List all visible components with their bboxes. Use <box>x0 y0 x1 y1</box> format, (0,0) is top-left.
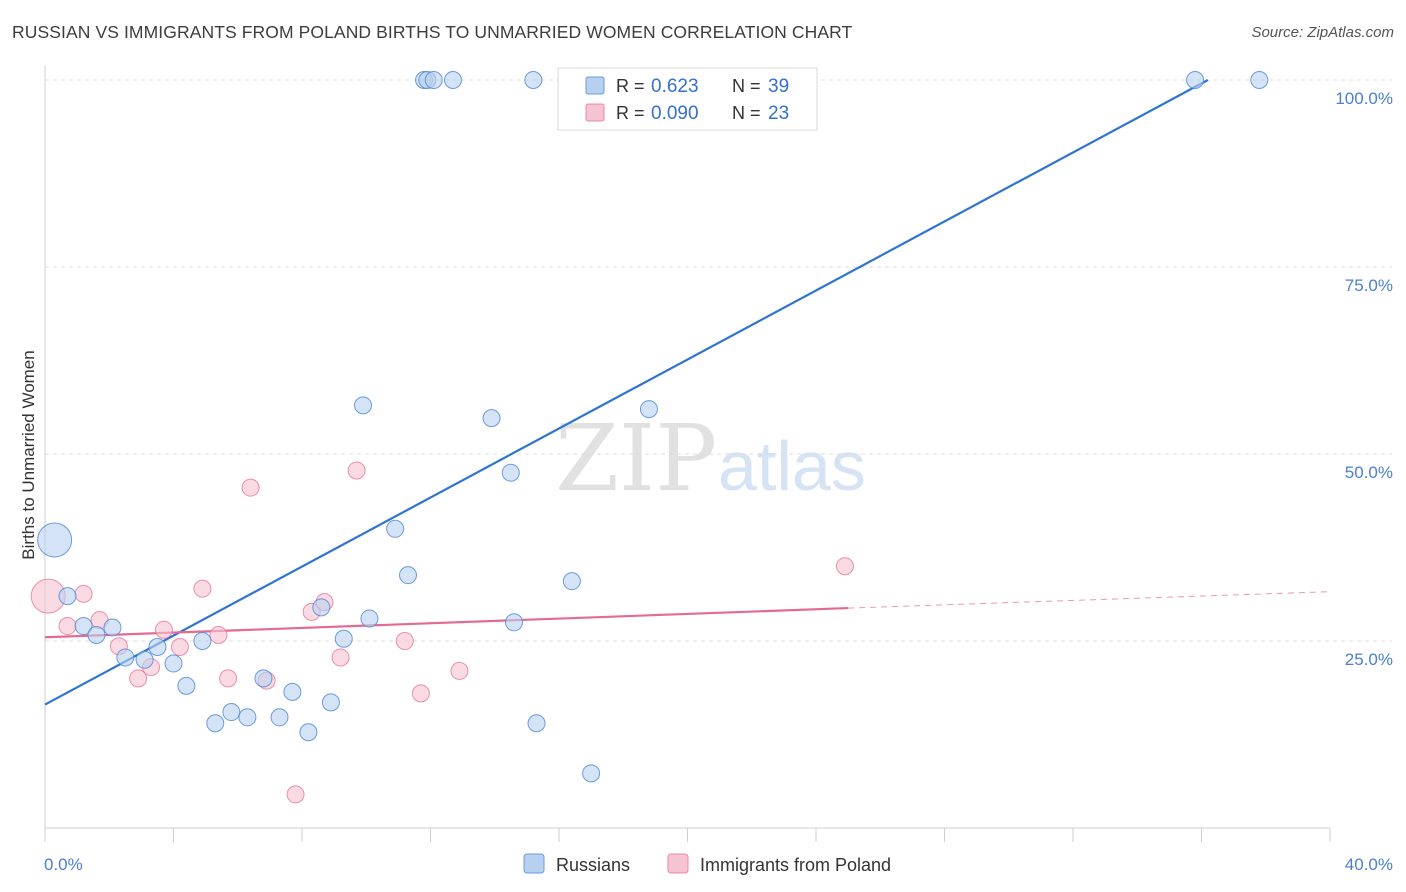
y-tick-label-1: 50.0% <box>1345 463 1393 482</box>
point-russians-19 <box>321 693 340 712</box>
stats-legend: R = 0.623 N = 39 R = 0.090 N = 23 <box>557 67 818 131</box>
point-russians-15 <box>270 708 289 727</box>
axes <box>44 66 1331 842</box>
grid-lines <box>45 79 1392 642</box>
point-poland-2 <box>74 584 93 603</box>
point-russians-33 <box>505 613 524 632</box>
legend-swatch-russians <box>523 853 545 874</box>
stats-swatch-poland <box>585 103 605 122</box>
point-poland-5 <box>129 669 148 688</box>
point-russians-27 <box>424 71 443 89</box>
point-poland-18 <box>347 461 366 480</box>
stats-r-label-1: R = <box>616 76 645 96</box>
point-russians-28 <box>443 71 462 89</box>
point-russians-1 <box>58 587 77 606</box>
point-poland-19 <box>395 632 414 650</box>
trend-line-poland-extension <box>848 591 1331 609</box>
point-poland-21 <box>450 661 469 680</box>
point-russians-8 <box>164 654 183 673</box>
stats-n-label-2: N = <box>732 103 761 123</box>
point-russians-17 <box>299 723 318 742</box>
point-russians-24 <box>399 566 418 585</box>
point-russians-16 <box>283 682 302 701</box>
y-tick-label-2: 75.0% <box>1345 276 1393 295</box>
point-russians-10 <box>193 632 212 650</box>
point-poland-10 <box>209 626 228 645</box>
legend-label-russians: Russians <box>556 855 630 875</box>
point-russians-5 <box>116 648 135 667</box>
y-tick-label-3: 100.0% <box>1335 89 1393 108</box>
point-poland-14 <box>286 785 305 804</box>
point-russians-31 <box>524 71 543 89</box>
point-poland-20 <box>411 684 430 703</box>
point-russians-32 <box>527 714 546 733</box>
point-russians-2 <box>74 617 93 636</box>
point-russians-29 <box>482 409 501 428</box>
point-russians-20 <box>334 629 353 648</box>
point-russians-0 <box>37 522 73 558</box>
point-russians-23 <box>386 519 405 538</box>
chart-title: RUSSIAN VS IMMIGRANTS FROM POLAND BIRTHS… <box>12 22 853 42</box>
point-russians-18 <box>312 598 331 617</box>
point-russians-35 <box>582 764 601 783</box>
tick-labels: 25.0% 50.0% 75.0% 100.0% 0.0% 40.0% <box>44 89 1393 874</box>
x-tick-label-0: 0.0% <box>44 855 83 874</box>
scatter-points <box>30 71 1269 804</box>
point-russians-30 <box>501 463 520 482</box>
stats-r-value-1: 0.623 <box>651 76 699 97</box>
point-poland-12 <box>241 478 260 497</box>
y-axis-label: Births to Unmarried Women <box>19 350 38 559</box>
point-russians-7 <box>148 637 167 656</box>
legend-label-poland: Immigrants from Poland <box>700 855 891 875</box>
point-russians-37 <box>1186 71 1205 89</box>
stats-swatch-russians <box>585 76 605 95</box>
point-russians-36 <box>639 400 658 419</box>
point-poland-11 <box>219 669 238 688</box>
watermark-zip: ZIP <box>555 405 717 512</box>
point-russians-6 <box>135 650 154 669</box>
point-poland-8 <box>170 637 189 656</box>
point-russians-21 <box>354 396 373 415</box>
point-poland-7 <box>154 620 173 639</box>
series-legend: Russians Immigrants from Poland <box>523 853 891 875</box>
point-russians-3 <box>87 626 106 645</box>
stats-n-label-1: N = <box>732 76 761 96</box>
trend-lines <box>44 79 1331 706</box>
point-russians-12 <box>222 703 241 722</box>
point-poland-22 <box>835 557 854 576</box>
point-russians-4 <box>103 618 122 637</box>
stats-n-value-1: 39 <box>768 76 789 97</box>
point-russians-14 <box>254 669 273 688</box>
y-tick-label-0: 25.0% <box>1345 650 1393 669</box>
point-russians-13 <box>238 708 257 727</box>
point-poland-17 <box>331 648 350 667</box>
legend-swatch-poland <box>667 853 689 874</box>
source-label: Source: ZipAtlas.com <box>1251 24 1394 41</box>
stats-n-value-2: 23 <box>768 103 789 124</box>
point-poland-1 <box>58 617 77 636</box>
stats-r-label-2: R = <box>616 103 645 123</box>
watermark-atlas: atlas <box>718 427 866 505</box>
point-russians-34 <box>562 572 581 591</box>
point-poland-9 <box>193 579 212 598</box>
point-russians-11 <box>206 714 225 733</box>
trend-line-russians <box>44 79 1209 706</box>
point-russians-38 <box>1250 71 1269 89</box>
stats-r-value-2: 0.090 <box>651 103 699 124</box>
point-russians-22 <box>360 609 379 628</box>
trend-line-poland <box>44 606 849 639</box>
x-tick-label-1: 40.0% <box>1345 855 1393 874</box>
point-russians-9 <box>177 676 196 695</box>
